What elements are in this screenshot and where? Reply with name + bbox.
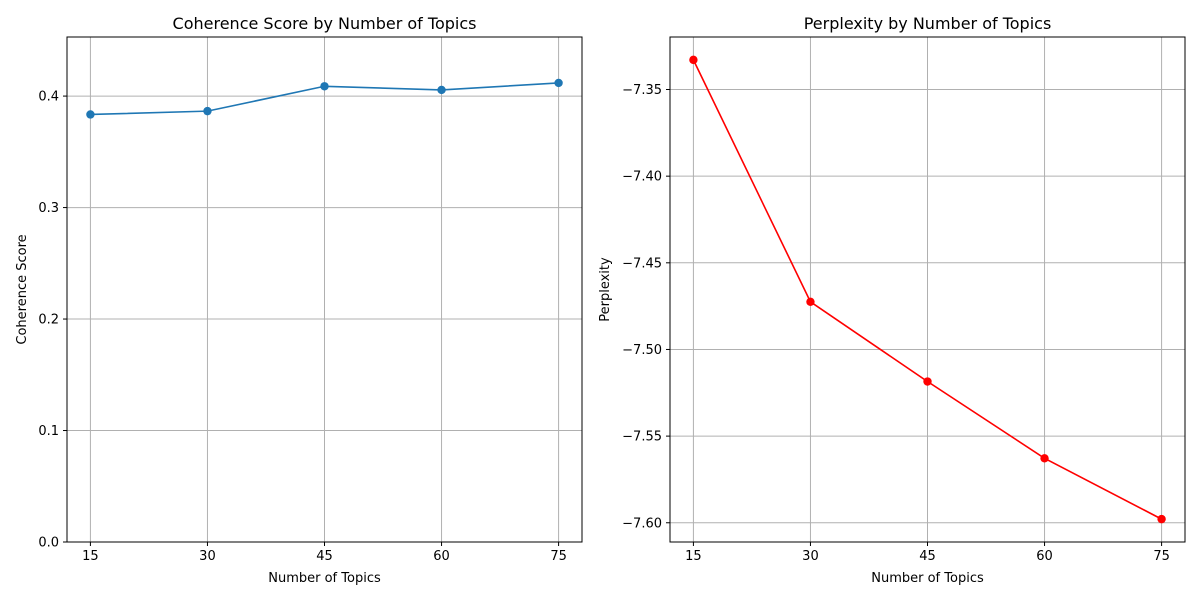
coherence-data-point — [437, 85, 446, 95]
perplexity-x-tick-label: 45 — [919, 549, 936, 564]
perplexity-grid — [670, 37, 1185, 542]
perplexity-data-point — [689, 55, 698, 65]
coherence-y-axis-label: Coherence Score — [15, 234, 30, 344]
perplexity-y-tick-label: −7.60 — [622, 516, 662, 531]
perplexity-y-tick-label: −7.35 — [622, 83, 662, 98]
perplexity-x-tick-label: 60 — [1036, 549, 1053, 564]
perplexity-data-point — [923, 377, 932, 386]
perplexity-ticks: 15 30 45 60 75 −7.60 −7.55 −7.50 −7.45 −7.40 −7.35 — [622, 83, 1170, 564]
coherence-chart: 15 30 45 60 75 0.0 0.1 0.2 0.3 0.4 Coherence Scor… — [15, 14, 583, 586]
coherence-x-tick-label: 15 — [82, 549, 99, 564]
coherence-x-tick-label: 60 — [433, 549, 450, 564]
perplexity-y-axis-label: Perplexity — [598, 257, 613, 322]
perplexity-series — [689, 55, 1166, 524]
coherence-data-point — [554, 78, 563, 88]
coherence-data-point — [203, 106, 212, 116]
perplexity-x-axis-label: Number of Topics — [871, 571, 984, 586]
coherence-chart-title: Coherence Score by Number of Topics — [173, 14, 477, 33]
perplexity-chart-title: Perplexity by Number of Topics — [804, 14, 1052, 33]
coherence-y-tick-label: 0.0 — [38, 536, 59, 551]
coherence-y-tick-label: 0.2 — [38, 313, 59, 328]
perplexity-y-tick-label: −7.45 — [622, 256, 662, 271]
coherence-series — [86, 78, 563, 119]
perplexity-data-point — [1040, 454, 1049, 463]
coherence-data-point — [86, 110, 95, 119]
coherence-y-tick-label: 0.4 — [38, 90, 59, 105]
coherence-data-point — [320, 82, 329, 91]
perplexity-x-tick-label: 75 — [1153, 549, 1170, 564]
perplexity-y-tick-label: −7.50 — [622, 343, 662, 358]
perplexity-chart: 15 30 45 60 75 −7.60 −7.55 −7.50 −7.45 −7.40 −7.35… — [598, 14, 1186, 586]
perplexity-y-tick-label: −7.55 — [622, 430, 662, 445]
coherence-x-tick-label: 30 — [199, 549, 216, 564]
coherence-x-tick-label: 45 — [316, 549, 333, 564]
perplexity-y-tick-label: −7.40 — [622, 170, 662, 185]
coherence-y-tick-label: 0.1 — [38, 424, 59, 439]
coherence-x-tick-label: 75 — [550, 549, 567, 564]
perplexity-data-point — [806, 297, 815, 307]
coherence-ticks: 15 30 45 60 75 0.0 0.1 0.2 0.3 0.4 — [38, 90, 567, 564]
perplexity-data-point — [1157, 514, 1166, 524]
coherence-x-axis-label: Number of Topics — [268, 571, 381, 586]
perplexity-x-tick-label: 30 — [802, 549, 819, 564]
coherence-y-tick-label: 0.3 — [38, 201, 59, 216]
perplexity-x-tick-label: 15 — [685, 549, 702, 564]
